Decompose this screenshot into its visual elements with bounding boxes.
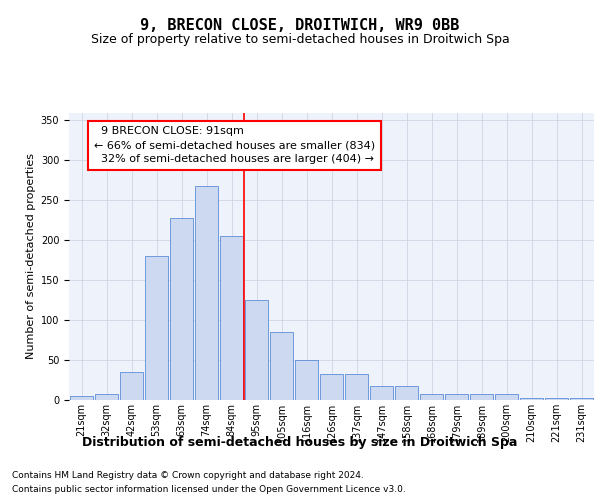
Text: Contains HM Land Registry data © Crown copyright and database right 2024.: Contains HM Land Registry data © Crown c… bbox=[12, 471, 364, 480]
Bar bbox=[344, 374, 368, 400]
Bar bbox=[145, 256, 169, 400]
Bar bbox=[494, 394, 518, 400]
Bar bbox=[370, 386, 394, 400]
Bar bbox=[194, 186, 218, 400]
Bar bbox=[445, 394, 469, 400]
Text: Distribution of semi-detached houses by size in Droitwich Spa: Distribution of semi-detached houses by … bbox=[82, 436, 518, 449]
Text: Contains public sector information licensed under the Open Government Licence v3: Contains public sector information licen… bbox=[12, 485, 406, 494]
Bar bbox=[320, 374, 343, 400]
Bar bbox=[419, 394, 443, 400]
Bar bbox=[220, 236, 244, 400]
Text: 9 BRECON CLOSE: 91sqm
← 66% of semi-detached houses are smaller (834)
  32% of s: 9 BRECON CLOSE: 91sqm ← 66% of semi-deta… bbox=[94, 126, 375, 164]
Text: Size of property relative to semi-detached houses in Droitwich Spa: Size of property relative to semi-detach… bbox=[91, 32, 509, 46]
Bar bbox=[70, 396, 94, 400]
Text: 9, BRECON CLOSE, DROITWICH, WR9 0BB: 9, BRECON CLOSE, DROITWICH, WR9 0BB bbox=[140, 18, 460, 32]
Bar bbox=[545, 398, 568, 400]
Bar bbox=[470, 394, 493, 400]
Bar bbox=[295, 360, 319, 400]
Y-axis label: Number of semi-detached properties: Number of semi-detached properties bbox=[26, 153, 37, 359]
Bar bbox=[245, 300, 268, 400]
Bar bbox=[119, 372, 143, 400]
Bar bbox=[569, 398, 593, 400]
Bar bbox=[269, 332, 293, 400]
Bar bbox=[520, 398, 544, 400]
Bar bbox=[170, 218, 193, 400]
Bar bbox=[95, 394, 118, 400]
Bar bbox=[395, 386, 418, 400]
